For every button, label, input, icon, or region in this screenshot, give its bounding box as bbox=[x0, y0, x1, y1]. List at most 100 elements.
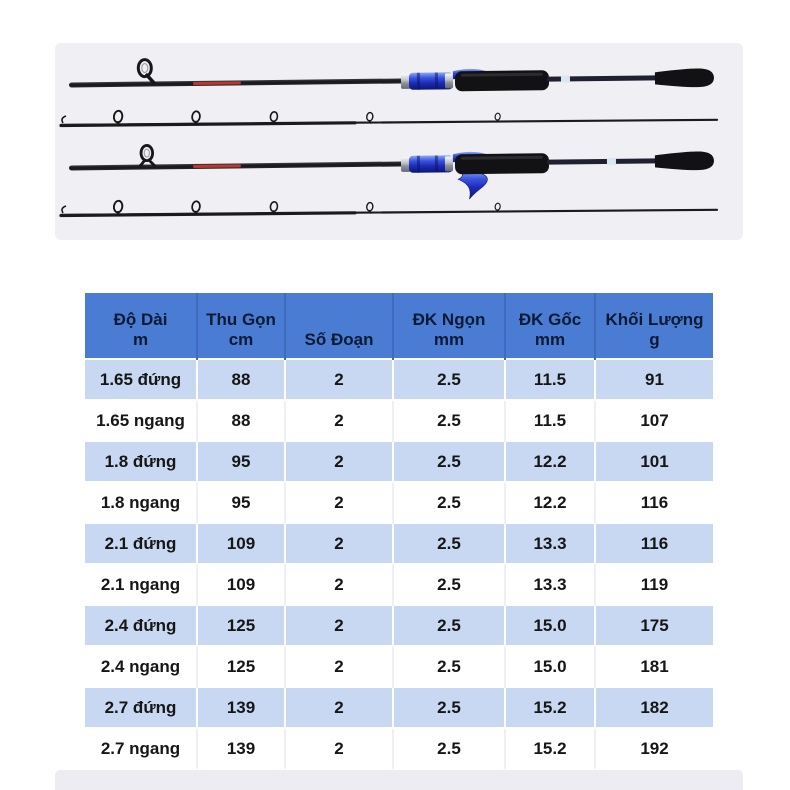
value-cell: 125 bbox=[196, 645, 285, 687]
value-cell: 2 bbox=[284, 522, 393, 564]
fishing-rods-image bbox=[59, 58, 719, 218]
value-cell: 2 bbox=[284, 358, 393, 400]
col-header-unit: cm bbox=[228, 330, 254, 350]
spec-band-label bbox=[560, 75, 570, 83]
spec-table-header: Độ Dài m Thu Gọn cm Số Đoạn ĐK Ngọn mm ĐK Gốc mm… bbox=[85, 293, 713, 359]
col-header-4: ĐK Ngọn mm bbox=[392, 293, 505, 359]
spec-table-section: Độ Dài m Thu Gọn cm Số Đoạn ĐK Ngọn mm ĐK Gốc mm… bbox=[85, 293, 713, 769]
table-row: 2.1 ngang 109 2 2.5 13.3 119 bbox=[85, 563, 713, 605]
row-label-cell: 1.8 đứng bbox=[85, 440, 197, 482]
row-label-cell: 2.4 đứng bbox=[85, 604, 197, 646]
row-label-cell: 2.7 đứng bbox=[85, 686, 197, 728]
table-row: 2.4 ngang 125 2 2.5 15.0 181 bbox=[85, 645, 713, 687]
col-header-5: ĐK Gốc mm bbox=[504, 293, 595, 359]
value-cell: 175 bbox=[594, 604, 713, 646]
running-guide bbox=[269, 111, 279, 125]
table-row: 1.65 đứng 88 2 2.5 11.5 91 bbox=[85, 358, 713, 400]
table-row: 1.8 ngang 95 2 2.5 12.2 116 bbox=[85, 481, 713, 523]
value-cell: 116 bbox=[594, 522, 713, 564]
row-label-cell: 1.65 đứng bbox=[85, 358, 197, 400]
table-row: 1.65 ngang 88 2 2.5 11.5 107 bbox=[85, 399, 713, 441]
value-cell: 2 bbox=[284, 481, 393, 523]
brand-text-mark bbox=[192, 81, 241, 85]
product-photo-panel bbox=[55, 43, 743, 240]
value-cell: 2.5 bbox=[392, 645, 505, 687]
value-cell: 11.5 bbox=[504, 399, 595, 441]
value-cell: 101 bbox=[594, 440, 713, 482]
row-label-cell: 2.4 ngang bbox=[85, 645, 197, 687]
value-cell: 116 bbox=[594, 481, 713, 523]
value-cell: 2 bbox=[284, 604, 393, 646]
value-cell: 2.5 bbox=[392, 686, 505, 728]
running-guide bbox=[112, 109, 124, 127]
table-row: 2.1 đứng 109 2 2.5 13.3 116 bbox=[85, 522, 713, 564]
spec-band-label bbox=[606, 157, 616, 165]
spec-table-body: 1.65 đứng 88 2 2.5 11.5 91 1.65 ngang 88 2 2.5 11.… bbox=[85, 358, 713, 769]
running-guide bbox=[112, 199, 124, 217]
col-header-title: ĐK Ngọn bbox=[412, 309, 486, 329]
value-cell: 13.3 bbox=[504, 563, 595, 605]
value-cell: 119 bbox=[594, 563, 713, 605]
eva-butt-grip bbox=[654, 68, 714, 88]
value-cell: 2 bbox=[284, 399, 393, 441]
running-guide bbox=[191, 110, 201, 126]
col-header-1: Độ Dài m bbox=[85, 293, 197, 359]
value-cell: 95 bbox=[196, 481, 285, 523]
value-cell: 15.0 bbox=[504, 604, 595, 646]
eva-foregrip bbox=[454, 70, 550, 92]
value-cell: 2.5 bbox=[392, 522, 505, 564]
value-cell: 2.5 bbox=[392, 727, 505, 769]
casting-rod-tip-section bbox=[59, 199, 719, 218]
value-cell: 13.3 bbox=[504, 522, 595, 564]
value-cell: 192 bbox=[594, 727, 713, 769]
value-cell: 2.5 bbox=[392, 399, 505, 441]
eva-butt-grip bbox=[654, 151, 714, 171]
col-header-title: ĐK Gốc bbox=[518, 309, 582, 329]
col-header-title: Độ Dài bbox=[113, 309, 168, 329]
brand-text-mark bbox=[192, 164, 241, 168]
value-cell: 95 bbox=[196, 440, 285, 482]
col-header-unit: g bbox=[649, 330, 660, 350]
running-guide bbox=[191, 200, 201, 216]
value-cell: 2.5 bbox=[392, 604, 505, 646]
col-header-2: Thu Gọn cm bbox=[196, 293, 285, 359]
col-header-unit: m bbox=[132, 330, 149, 350]
table-row: 2.7 đứng 139 2 2.5 15.2 182 bbox=[85, 686, 713, 728]
value-cell: 2 bbox=[284, 645, 393, 687]
trigger-grip bbox=[457, 169, 488, 200]
table-row: 2.4 đứng 125 2 2.5 15.0 175 bbox=[85, 604, 713, 646]
col-header-unit: mm bbox=[534, 330, 566, 350]
value-cell: 11.5 bbox=[504, 358, 595, 400]
value-cell: 139 bbox=[196, 727, 285, 769]
casting-guide-ring bbox=[138, 144, 157, 168]
spinning-rod-tip-section bbox=[59, 109, 719, 128]
running-guide bbox=[269, 201, 279, 215]
value-cell: 2.5 bbox=[392, 358, 505, 400]
row-label-cell: 1.65 ngang bbox=[85, 399, 197, 441]
value-cell: 88 bbox=[196, 399, 285, 441]
value-cell: 15.2 bbox=[504, 686, 595, 728]
spec-table: Độ Dài m Thu Gọn cm Số Đoạn ĐK Ngọn mm ĐK Gốc mm… bbox=[85, 293, 713, 769]
table-row: 1.8 đứng 95 2 2.5 12.2 101 bbox=[85, 440, 713, 482]
running-guide bbox=[494, 112, 501, 123]
col-header-unit: mm bbox=[433, 330, 465, 350]
value-cell: 15.2 bbox=[504, 727, 595, 769]
value-cell: 91 bbox=[594, 358, 713, 400]
value-cell: 12.2 bbox=[504, 440, 595, 482]
value-cell: 2 bbox=[284, 440, 393, 482]
value-cell: 182 bbox=[594, 686, 713, 728]
running-guide bbox=[366, 111, 374, 124]
value-cell: 2 bbox=[284, 563, 393, 605]
value-cell: 107 bbox=[594, 399, 713, 441]
value-cell: 181 bbox=[594, 645, 713, 687]
header-row: Độ Dài m Thu Gọn cm Số Đoạn ĐK Ngọn mm ĐK Gốc mm… bbox=[85, 293, 713, 359]
value-cell: 139 bbox=[196, 686, 285, 728]
eva-foregrip bbox=[454, 153, 550, 175]
col-header-title: Khối Lượng bbox=[605, 309, 704, 329]
col-header-3: Số Đoạn bbox=[284, 293, 393, 359]
row-label-cell: 2.1 đứng bbox=[85, 522, 197, 564]
next-section-edge bbox=[55, 770, 743, 790]
value-cell: 125 bbox=[196, 604, 285, 646]
value-cell: 109 bbox=[196, 563, 285, 605]
